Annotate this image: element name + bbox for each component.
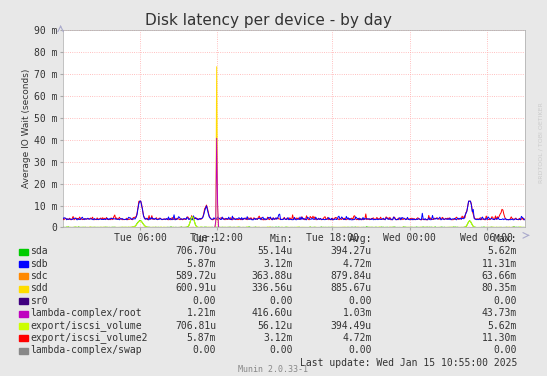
Text: sdd: sdd	[30, 284, 48, 293]
Text: 0.00: 0.00	[348, 346, 372, 355]
Text: 3.12m: 3.12m	[263, 259, 293, 268]
Text: RRDTOOL / TOBI OETIKER: RRDTOOL / TOBI OETIKER	[538, 103, 543, 183]
Text: 5.62m: 5.62m	[487, 321, 517, 331]
Text: 5.87m: 5.87m	[187, 259, 216, 268]
Text: 4.72m: 4.72m	[342, 259, 372, 268]
Text: Min:: Min:	[269, 234, 293, 244]
Text: sr0: sr0	[30, 296, 48, 306]
Text: 0.00: 0.00	[493, 296, 517, 306]
Text: 1.21m: 1.21m	[187, 308, 216, 318]
Text: 43.73m: 43.73m	[482, 308, 517, 318]
Text: 11.31m: 11.31m	[482, 259, 517, 268]
Text: sdc: sdc	[30, 271, 48, 281]
Text: export/iscsi_volume2: export/iscsi_volume2	[30, 332, 148, 344]
Text: Last update: Wed Jan 15 10:55:00 2025: Last update: Wed Jan 15 10:55:00 2025	[300, 358, 517, 368]
Text: Max:: Max:	[493, 234, 517, 244]
Text: 5.87m: 5.87m	[187, 333, 216, 343]
Text: 416.60u: 416.60u	[252, 308, 293, 318]
Text: 5.62m: 5.62m	[487, 246, 517, 256]
Text: 363.88u: 363.88u	[252, 271, 293, 281]
Text: 394.27u: 394.27u	[331, 246, 372, 256]
Text: sdb: sdb	[30, 259, 48, 268]
Text: sda: sda	[30, 246, 48, 256]
Text: 394.49u: 394.49u	[331, 321, 372, 331]
Text: 885.67u: 885.67u	[331, 284, 372, 293]
Text: 600.91u: 600.91u	[175, 284, 216, 293]
Text: 63.66m: 63.66m	[482, 271, 517, 281]
Text: lambda-complex/root: lambda-complex/root	[30, 308, 142, 318]
Text: 55.14u: 55.14u	[258, 246, 293, 256]
Text: 3.12m: 3.12m	[263, 333, 293, 343]
Y-axis label: Average IO Wait (seconds): Average IO Wait (seconds)	[22, 69, 31, 188]
Text: Cur:: Cur:	[193, 234, 216, 244]
Text: 589.72u: 589.72u	[175, 271, 216, 281]
Text: 0.00: 0.00	[493, 346, 517, 355]
Text: Avg:: Avg:	[348, 234, 372, 244]
Text: 879.84u: 879.84u	[331, 271, 372, 281]
Text: 56.12u: 56.12u	[258, 321, 293, 331]
Text: 0.00: 0.00	[193, 296, 216, 306]
Text: Disk latency per device - by day: Disk latency per device - by day	[144, 13, 392, 28]
Text: 0.00: 0.00	[193, 346, 216, 355]
Text: 706.70u: 706.70u	[175, 246, 216, 256]
Text: 0.00: 0.00	[269, 346, 293, 355]
Text: 80.35m: 80.35m	[482, 284, 517, 293]
Text: 11.30m: 11.30m	[482, 333, 517, 343]
Text: 336.56u: 336.56u	[252, 284, 293, 293]
Text: 0.00: 0.00	[269, 296, 293, 306]
Text: lambda-complex/swap: lambda-complex/swap	[30, 346, 142, 355]
Text: export/iscsi_volume: export/iscsi_volume	[30, 320, 142, 331]
Text: 0.00: 0.00	[348, 296, 372, 306]
Text: 706.81u: 706.81u	[175, 321, 216, 331]
Text: Munin 2.0.33-1: Munin 2.0.33-1	[238, 365, 309, 374]
Text: 4.72m: 4.72m	[342, 333, 372, 343]
Text: 1.03m: 1.03m	[342, 308, 372, 318]
